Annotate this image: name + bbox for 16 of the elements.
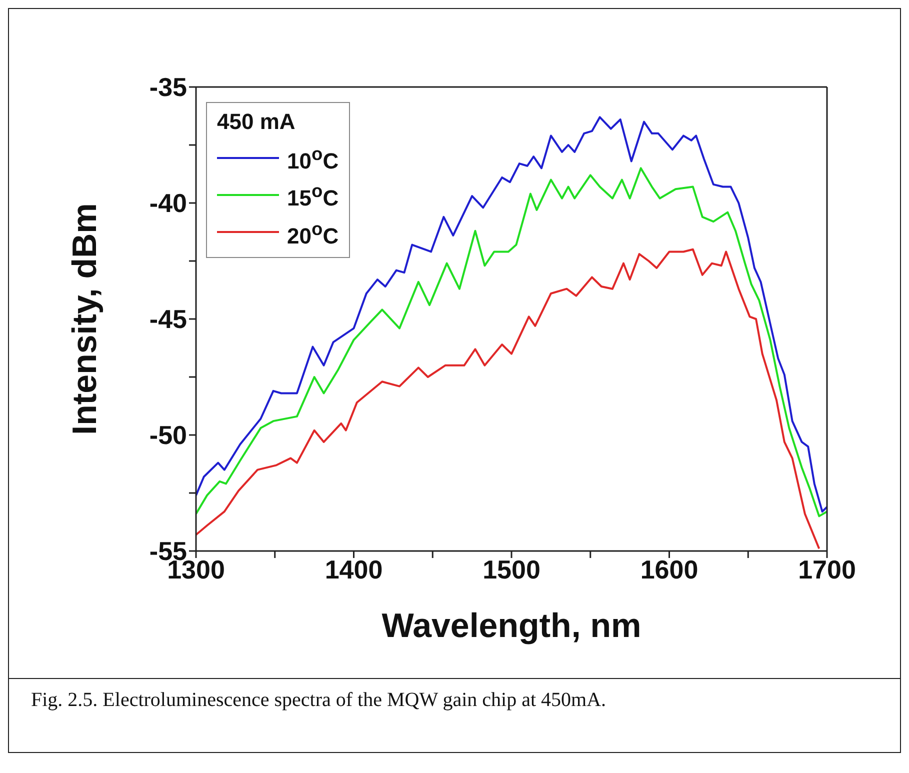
x-tick-label: 1600 — [640, 554, 698, 584]
legend-label: 10$^{o}$C — [287, 142, 339, 176]
x-tick-label: 1700 — [798, 554, 856, 584]
y-axis-title: Intensity, dBm — [66, 203, 104, 435]
x-tick-label: 1400 — [324, 554, 383, 584]
legend-title: 450 mA — [217, 109, 296, 135]
y-tick-label: -45 — [149, 304, 187, 334]
caption: Fig. 2.5. Electroluminescence spectra of the MQW gain chip at 450mA. — [9, 678, 900, 752]
legend-label: 15$^{o}$C — [287, 179, 339, 213]
y-tick-label: -50 — [149, 420, 187, 450]
line-series — [196, 248, 820, 550]
x-axis-title: Wavelength, nm — [382, 607, 642, 645]
y-tick-label: -40 — [149, 188, 187, 218]
x-tick-label: 1500 — [482, 554, 540, 584]
legend-label: 20$^{o}$C — [287, 216, 339, 250]
y-tick-label: -35 — [149, 72, 187, 102]
